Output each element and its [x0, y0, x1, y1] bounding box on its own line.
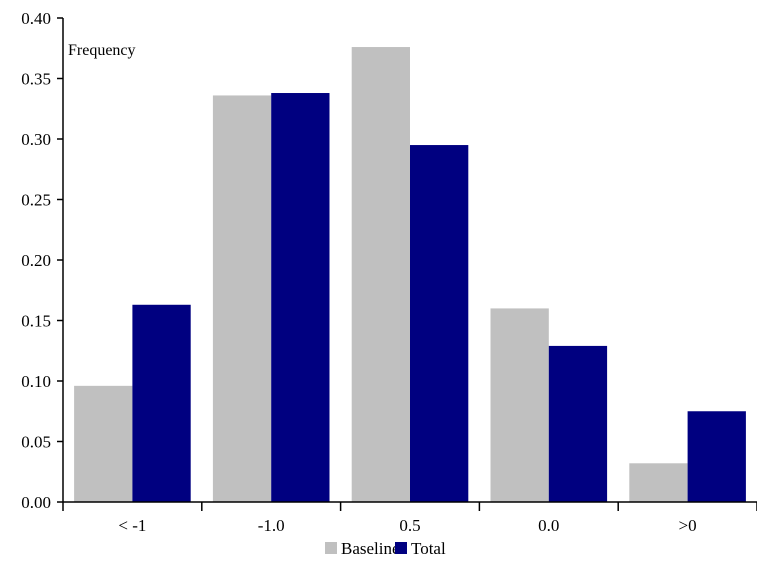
legend-label-baseline: Baseline — [341, 539, 400, 558]
x-axis: < -1 -1.0 0.5 0.0 >0 — [62, 501, 757, 535]
legend-swatch-baseline — [325, 542, 337, 554]
y-tick-label: 0.00 — [21, 493, 51, 512]
bar-total-0 — [132, 304, 191, 502]
legend-swatch-total — [395, 542, 407, 554]
y-tick-label: 0.40 — [21, 9, 51, 28]
y-tick-label: 0.15 — [21, 312, 51, 331]
legend: Baseline Total — [325, 539, 446, 558]
x-tick-label: >0 — [679, 516, 697, 535]
y-tick-label: 0.05 — [21, 433, 51, 452]
x-tick-label: 0.5 — [399, 516, 420, 535]
y-tick-label: 0.25 — [21, 191, 51, 210]
y-tick-label: 0.30 — [21, 130, 51, 149]
x-tick-label: -1.0 — [258, 516, 285, 535]
bar-total-4 — [687, 411, 746, 502]
bar-total-3 — [548, 345, 608, 502]
bars — [74, 47, 746, 503]
bar-baseline-4 — [629, 463, 688, 502]
bar-baseline-1 — [212, 95, 272, 502]
bar-baseline-2 — [351, 47, 410, 502]
y-tick-label: 0.10 — [21, 372, 51, 391]
frequency-annotation: Frequency — [68, 42, 136, 59]
bar-total-1 — [271, 93, 330, 503]
y-tick-label: 0.20 — [21, 251, 51, 270]
bar-total-2 — [410, 145, 469, 503]
x-tick-label: 0.0 — [538, 516, 559, 535]
y-axis: 0.00 0.05 0.10 0.15 0.20 0.25 0.30 0.35 0.40 — [21, 9, 64, 512]
bar-baseline-3 — [490, 308, 549, 502]
legend-label-total: Total — [411, 539, 446, 558]
bar-baseline-0 — [74, 385, 133, 502]
y-tick-label: 0.35 — [21, 70, 51, 89]
x-tick-label: < -1 — [118, 516, 146, 535]
